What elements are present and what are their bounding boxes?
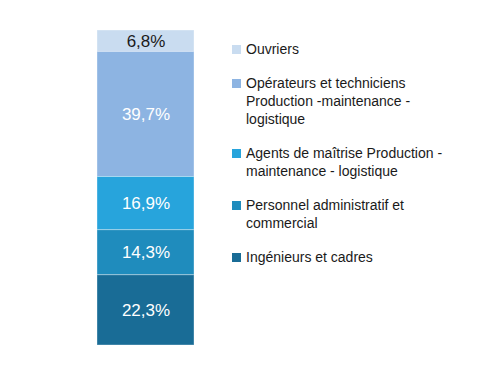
svg-text:22,3%: 22,3% xyxy=(122,301,170,320)
html-text:Agents de maîtrise Production: Agents de maîtrise Production -maintenan… xyxy=(246,145,443,179)
svg-text:6,8%: 6,8% xyxy=(127,32,166,51)
html-text:Ingénieurs et cadres: Ingénieurs et cadres xyxy=(246,249,373,265)
html-text:Ouvriers: Ouvriers xyxy=(246,41,299,57)
svg-text:39,7%: 39,7% xyxy=(122,105,170,124)
svg-text:16,9%: 16,9% xyxy=(122,194,170,213)
svg-text:14,3%: 14,3% xyxy=(122,243,170,262)
html-text:Opérateurs et techniciens Prod: Opérateurs et techniciens Production -ma… xyxy=(246,75,411,127)
html-text:Personnel administratif et com: Personnel administratif et commercial xyxy=(246,197,404,231)
